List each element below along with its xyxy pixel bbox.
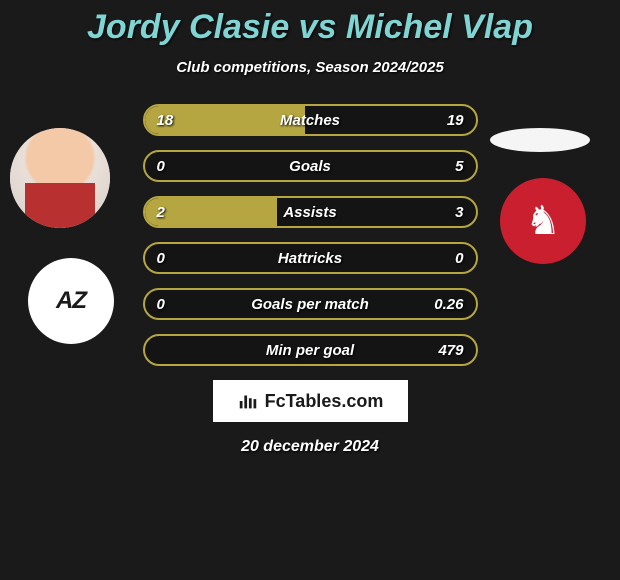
date: 20 december 2024 xyxy=(0,438,620,456)
stat-row: 2 Assists 3 xyxy=(143,196,478,228)
stat-value-right: 19 xyxy=(447,112,464,129)
stat-value-left: 2 xyxy=(157,204,165,221)
stat-row: 0 Goals 5 xyxy=(143,150,478,182)
stat-label: Min per goal xyxy=(266,342,354,359)
face-placeholder xyxy=(10,128,110,228)
club-badge-right: ♞ xyxy=(500,178,586,264)
stat-row: 0 Goals per match 0.26 xyxy=(143,288,478,320)
club-badge-left: AZ xyxy=(28,258,114,344)
page-title: Jordy Clasie vs Michel Vlap xyxy=(0,0,620,47)
brand-text: FcTables.com xyxy=(265,391,384,412)
subtitle: Club competitions, Season 2024/2025 xyxy=(0,59,620,76)
stat-value-left: 0 xyxy=(157,296,165,313)
stat-label: Matches xyxy=(280,112,340,129)
stat-label: Goals xyxy=(289,158,331,175)
horse-icon: ♞ xyxy=(525,198,561,244)
stat-value-right: 479 xyxy=(438,342,463,359)
stat-value-left: 0 xyxy=(157,250,165,267)
stat-value-right: 3 xyxy=(455,204,463,221)
player-right-photo xyxy=(490,128,590,152)
chart-icon xyxy=(237,390,259,412)
club-left-label: AZ xyxy=(56,287,86,315)
stat-value-right: 0 xyxy=(455,250,463,267)
branding[interactable]: FcTables.com xyxy=(213,380,408,422)
stat-value-right: 0.26 xyxy=(434,296,463,313)
stat-value-right: 5 xyxy=(455,158,463,175)
stat-row: 18 Matches 19 xyxy=(143,104,478,136)
stat-row: 0 Hattricks 0 xyxy=(143,242,478,274)
stat-value-left: 18 xyxy=(157,112,174,129)
stat-label: Hattricks xyxy=(278,250,342,267)
stat-label: Assists xyxy=(283,204,336,221)
stat-value-left: 0 xyxy=(157,158,165,175)
stat-label: Goals per match xyxy=(251,296,369,313)
player-left-photo xyxy=(10,128,110,228)
stat-row: Min per goal 479 xyxy=(143,334,478,366)
